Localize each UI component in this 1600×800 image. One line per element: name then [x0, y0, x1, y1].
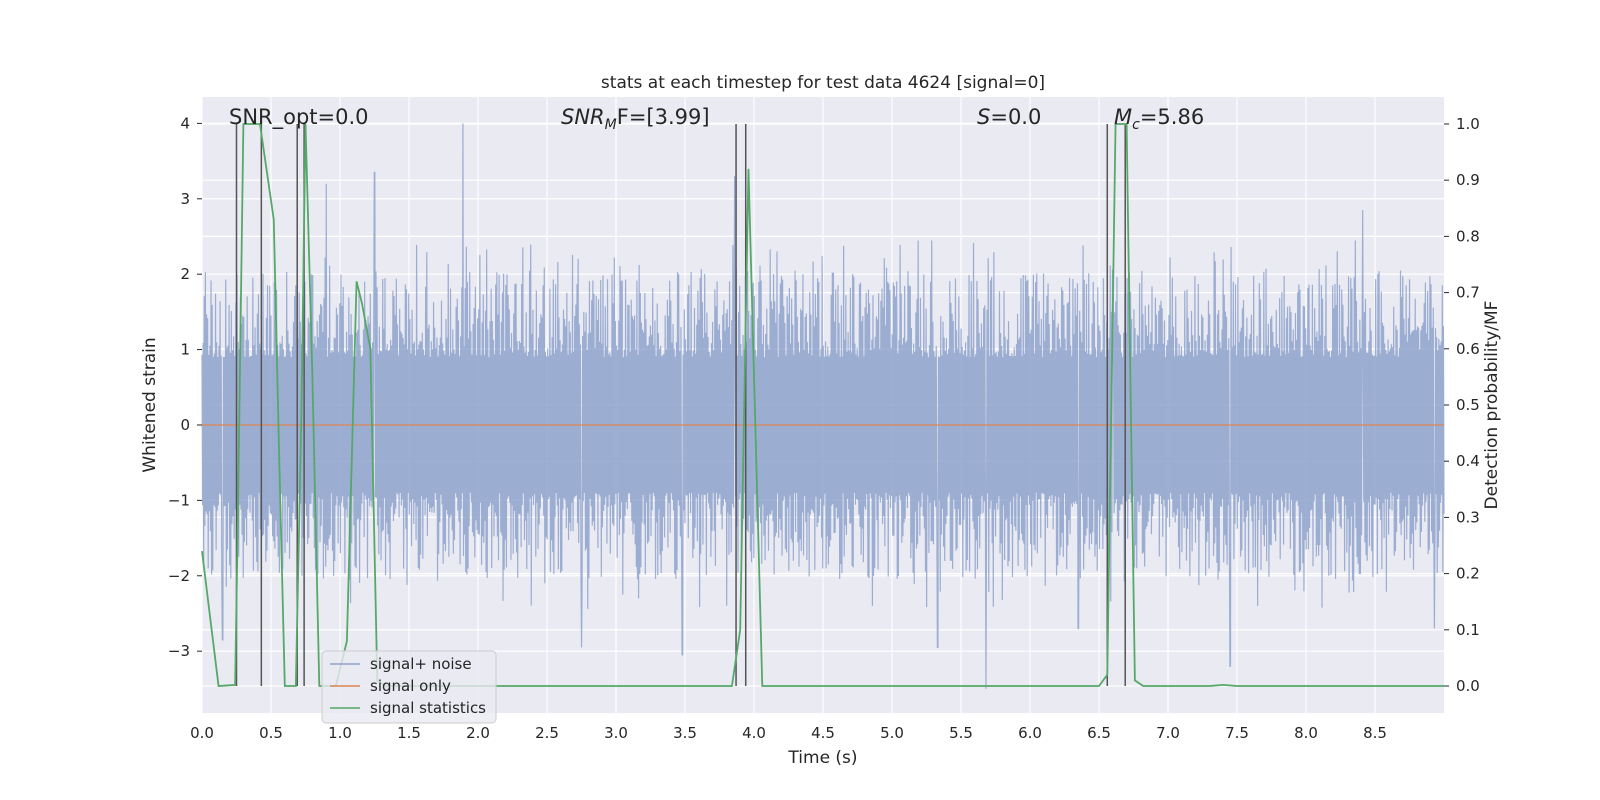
y2-tick-label: 0.8	[1456, 227, 1480, 245]
annotation-s-rest: =0.0	[990, 105, 1041, 129]
annotation-mc-rest: =5.86	[1140, 105, 1204, 129]
x-tick-label: 1.5	[397, 724, 421, 742]
annotation-snr-mf-main: SNR	[561, 105, 605, 129]
y2-tick-label: 0.4	[1456, 452, 1480, 470]
x-tick-label: 8.5	[1363, 724, 1387, 742]
x-tick-label: 6.0	[1018, 724, 1042, 742]
annotation-snr-mf-rest: F=[3.99]	[617, 105, 710, 129]
annotation-mc-var: M	[1114, 105, 1132, 129]
x-tick-label: 6.5	[1087, 724, 1111, 742]
x-tick-label: 2.0	[466, 724, 490, 742]
chart-title: stats at each timestep for test data 462…	[601, 73, 1045, 93]
y-axis-label: Whitened strain	[140, 337, 160, 472]
x-tick-label: 4.5	[811, 724, 835, 742]
y2-tick-label: 1.0	[1456, 115, 1480, 133]
annotation-mc: Mc=5.86	[1114, 105, 1204, 133]
y-tick-label: −2	[168, 567, 190, 585]
y2-axis-label: Detection probability/MF	[1482, 301, 1502, 510]
annotation-s-var: S	[977, 105, 990, 129]
annotation-s: S=0.0	[977, 105, 1041, 129]
annotation-snr-opt: SNR_opt=0.0	[229, 105, 369, 130]
annotation-snr-mf-sub: M	[605, 117, 617, 133]
signal-noise-series	[201, 123, 1445, 689]
x-tick-label: 2.5	[535, 724, 559, 742]
legend: signal+ noise signal only signal statist…	[321, 650, 497, 724]
x-tick-label: 4.0	[742, 724, 766, 742]
y-tick-label: 3	[180, 190, 190, 208]
legend-label-signal-noise: signal+ noise	[370, 655, 472, 673]
y-tick-label: 1	[180, 341, 190, 359]
x-axis-label: Time (s)	[787, 748, 857, 768]
x-tick-label: 7.0	[1156, 724, 1180, 742]
y2-tick-label: 0.1	[1456, 621, 1480, 639]
y2-tick-label: 0.9	[1456, 171, 1480, 189]
annotation-mc-sub: c	[1132, 117, 1140, 133]
x-tick-label: 5.5	[949, 724, 973, 742]
signal-statistics-line	[201, 123, 1444, 687]
y-tick-label: 2	[180, 265, 190, 283]
y2-tick-label: 0.5	[1456, 396, 1480, 414]
x-axis-ticks: 0.0 0.5 1.0 1.5 2.0 2.5 3.0 3.5 4.0 4.5 5.0 5.5 6.0 6…	[190, 724, 1387, 742]
y-tick-label: 4	[180, 114, 190, 132]
y-axis-ticks: 4 3 2 1 0 −1 −2 −3	[168, 114, 202, 660]
y-tick-label: −3	[168, 642, 190, 660]
x-tick-label: 8.0	[1294, 724, 1318, 742]
x-tick-label: 0.5	[259, 724, 283, 742]
x-tick-label: 3.0	[604, 724, 628, 742]
y2-tick-label: 0.3	[1456, 508, 1480, 526]
y2-tick-label: 0.7	[1456, 284, 1480, 302]
y2-tick-label: 0.6	[1456, 340, 1480, 358]
legend-label-signal-statistics: signal statistics	[370, 699, 486, 717]
y2-tick-label: 0.0	[1456, 677, 1480, 695]
y2-axis-ticks: 1.0 0.9 0.8 0.7 0.6 0.5 0.4 0.3 0.2 0.1 0.0	[1444, 115, 1480, 695]
signal-noise-line	[201, 123, 1445, 689]
legend-label-signal-only: signal only	[370, 677, 451, 695]
y-tick-label: 0	[180, 416, 190, 434]
y2-tick-label: 0.2	[1456, 565, 1480, 583]
x-tick-label: 0.0	[190, 724, 214, 742]
signal-statistics-series	[201, 123, 1444, 687]
y-tick-label: −1	[168, 491, 190, 509]
annotation-snr-mf: SNRMF=[3.99]	[561, 105, 710, 133]
x-tick-label: 3.5	[673, 724, 697, 742]
legend-box	[321, 650, 497, 724]
x-tick-label: 1.0	[328, 724, 352, 742]
x-tick-label: 7.5	[1225, 724, 1249, 742]
x-tick-label: 5.0	[880, 724, 904, 742]
